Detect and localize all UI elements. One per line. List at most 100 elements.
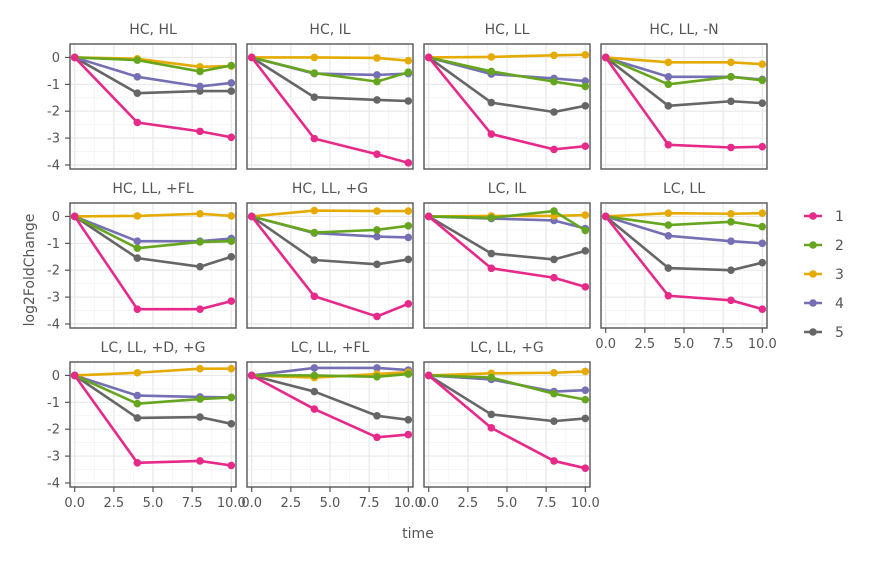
series-line-1 xyxy=(604,215,763,311)
data-point-1 xyxy=(70,212,79,221)
data-point-5 xyxy=(227,87,236,95)
series-line-5 xyxy=(428,374,586,423)
panel: HC, HL 0 -1 -2 -3 -4 xyxy=(47,22,237,173)
data-point-1 xyxy=(487,130,496,138)
data-point-5 xyxy=(133,89,142,97)
data-point-2 xyxy=(758,222,767,231)
series-line-1 xyxy=(73,56,232,139)
panel-border xyxy=(246,43,414,170)
data-point-5 xyxy=(758,99,767,107)
data-point-1 xyxy=(581,283,590,291)
series-line-2 xyxy=(74,374,232,405)
data-point-3 xyxy=(487,53,496,61)
data-point-5 xyxy=(664,264,673,272)
series-line-4 xyxy=(251,366,409,377)
data-point-4 xyxy=(133,237,142,245)
data-point-4 xyxy=(727,237,735,245)
data-point-5 xyxy=(404,255,413,264)
panel-border xyxy=(69,202,237,329)
series-line-5 xyxy=(73,215,232,269)
data-point-1 xyxy=(227,133,236,142)
panel: LC, LL, +D, +G 0 -1 -2 -3 -4 0.0 2.5 5.0 7.5 10.0 xyxy=(47,340,246,511)
panel-title: HC, IL xyxy=(309,22,350,38)
data-point-4 xyxy=(758,239,767,248)
series-line-1 xyxy=(73,215,232,311)
data-point-3 xyxy=(758,60,767,68)
data-point-5 xyxy=(310,256,319,264)
data-point-5 xyxy=(310,93,319,102)
data-point-5 xyxy=(581,102,590,110)
data-point-1 xyxy=(310,292,319,301)
data-point-3 xyxy=(227,364,236,373)
y-tick-label: -1 xyxy=(47,237,60,252)
y-tick-label: -3 xyxy=(47,291,60,306)
legend-label: 2 xyxy=(835,238,844,254)
data-point-1 xyxy=(404,430,413,439)
data-point-1 xyxy=(133,459,142,467)
legend-marker xyxy=(809,299,817,307)
data-point-1 xyxy=(727,143,735,152)
data-point-2 xyxy=(487,213,496,222)
panel: LC, IL xyxy=(423,181,591,329)
panel: LC, LL 0.0 2.5 5.0 7.5 10.0 xyxy=(595,181,776,352)
x-tick-label: 2.5 xyxy=(635,337,656,352)
data-point-3 xyxy=(550,368,558,377)
data-point-1 xyxy=(424,212,433,221)
data-point-1 xyxy=(70,371,79,380)
data-point-2 xyxy=(550,207,558,215)
panel-title: LC, LL, +D, +G xyxy=(101,340,206,356)
data-point-4 xyxy=(227,79,236,87)
legend-marker xyxy=(809,270,817,278)
data-point-2 xyxy=(373,77,381,86)
data-point-3 xyxy=(404,207,413,215)
legend-marker xyxy=(809,328,817,336)
data-point-1 xyxy=(727,296,735,305)
data-point-2 xyxy=(404,370,413,378)
data-point-2 xyxy=(487,67,496,76)
data-point-2 xyxy=(581,226,590,235)
data-point-5 xyxy=(664,102,673,110)
data-point-1 xyxy=(664,291,673,300)
data-point-1 xyxy=(227,461,236,470)
series-line-3 xyxy=(251,209,409,218)
data-point-5 xyxy=(487,410,496,419)
panel-title: LC, LL xyxy=(663,181,705,197)
series-line-3 xyxy=(428,370,586,377)
x-tick-label: 7.5 xyxy=(536,496,557,511)
x-tick-label: 5.0 xyxy=(320,496,341,511)
data-point-2 xyxy=(727,218,735,226)
data-point-2 xyxy=(196,238,204,246)
panel-title: HC, HL xyxy=(129,22,177,38)
y-tick-label: -3 xyxy=(47,132,60,147)
data-point-5 xyxy=(404,415,413,424)
series-line-1 xyxy=(427,215,586,289)
x-tick-label: 5.0 xyxy=(674,337,695,352)
data-point-5 xyxy=(373,96,381,104)
data-point-3 xyxy=(727,58,735,67)
data-point-4 xyxy=(133,391,142,400)
data-point-2 xyxy=(310,69,319,77)
series-line-5 xyxy=(604,215,763,272)
y-axis-title: log2FoldChange xyxy=(22,214,38,327)
data-point-5 xyxy=(550,108,558,116)
legend-label: 4 xyxy=(835,296,844,312)
data-point-1 xyxy=(601,53,610,62)
series-line-5 xyxy=(251,374,409,422)
series-line-1 xyxy=(251,374,409,439)
y-tick-label: -4 xyxy=(47,476,60,491)
data-point-3 xyxy=(581,211,590,219)
data-point-1 xyxy=(664,141,673,149)
data-point-5 xyxy=(373,260,381,269)
data-point-1 xyxy=(424,53,433,62)
data-point-4 xyxy=(310,364,319,372)
series-line-1 xyxy=(250,215,409,318)
x-tick-label: 5.0 xyxy=(497,496,518,511)
data-point-1 xyxy=(196,305,204,313)
data-point-1 xyxy=(487,264,496,273)
data-point-1 xyxy=(487,424,496,432)
data-point-3 xyxy=(404,56,413,65)
panel-title: HC, LL, -N xyxy=(649,22,718,38)
data-point-2 xyxy=(404,68,413,77)
data-point-2 xyxy=(373,226,381,234)
